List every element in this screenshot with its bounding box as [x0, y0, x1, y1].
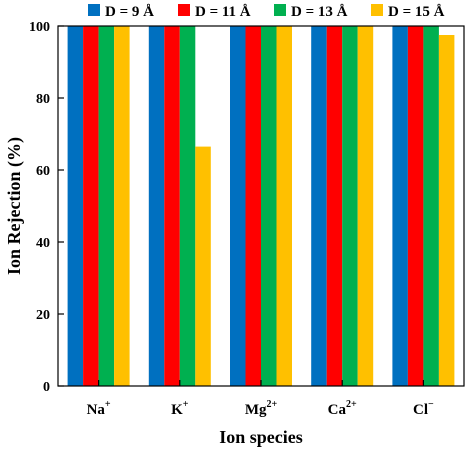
- x-axis-label: Ion species: [219, 427, 303, 447]
- bar-5-series-2: [407, 26, 424, 386]
- legend-label-1: D = 9 Å: [105, 4, 154, 20]
- x-tick-label-base: K: [171, 402, 183, 418]
- x-tick-label-sup: +: [105, 399, 111, 410]
- y-tick-label-40: 40: [36, 236, 50, 251]
- y-tick-label-20: 20: [36, 308, 50, 323]
- legend: D = 9 Å D = 11 Å D = 13 Å D = 15 Å: [88, 4, 445, 20]
- x-tick-label-base: Ca: [328, 402, 347, 418]
- y-tick-label-100: 100: [29, 20, 50, 35]
- bar-2-series-2: [164, 26, 180, 386]
- bar-1-series-2: [83, 26, 99, 386]
- x-axis: Na+ K+ Mg2+ Ca2+ Cl−: [87, 380, 434, 418]
- bar-1-series-4: [114, 26, 130, 386]
- legend-label-4: D = 15 Å: [388, 4, 445, 20]
- legend-label-3: D = 13 Å: [291, 4, 348, 20]
- bar-2-series-4: [195, 146, 211, 386]
- legend-swatch-4: [371, 4, 383, 16]
- x-tick-label-sup: 2+: [266, 399, 277, 410]
- y-axis-label: Ion Rejection (%): [4, 137, 25, 275]
- bar-3-series-3: [261, 26, 277, 386]
- legend-swatch-3: [274, 4, 286, 16]
- bar-4-series-4: [357, 26, 374, 386]
- y-tick-label-60: 60: [36, 164, 50, 179]
- bar-4-series-3: [342, 26, 358, 386]
- bar-5-series-4: [438, 35, 455, 386]
- bar-2-series-3: [179, 26, 196, 386]
- y-tick-label-0: 0: [43, 380, 50, 395]
- legend-label-2: D = 11 Å: [195, 4, 251, 20]
- x-tick-label-2: K+: [171, 399, 189, 418]
- bar-2-series-1: [148, 26, 165, 386]
- x-tick-label-base: Cl: [413, 402, 428, 418]
- bar-4-series-2: [326, 26, 343, 386]
- y-axis: 0 20 40 60 80 100: [29, 20, 64, 395]
- legend-swatch-2: [178, 4, 190, 16]
- x-tick-label-base: Mg: [245, 402, 267, 418]
- bar-3-series-2: [245, 26, 261, 386]
- x-tick-label-sup: −: [428, 399, 434, 410]
- y-tick-label-80: 80: [36, 92, 50, 107]
- bar-3-series-1: [230, 26, 246, 386]
- bar-4-series-1: [311, 26, 327, 386]
- x-tick-label-base: Na: [87, 402, 106, 418]
- x-tick-label-5: Cl−: [413, 399, 434, 418]
- bar-5-series-1: [392, 26, 408, 386]
- x-tick-label-sup: 2+: [346, 399, 357, 410]
- x-tick-label-sup: +: [183, 399, 189, 410]
- bar-5-series-3: [423, 26, 439, 386]
- bar-3-series-4: [276, 26, 292, 386]
- bar-1-series-3: [98, 26, 115, 386]
- bar-1-series-1: [67, 26, 84, 386]
- legend-swatch-1: [88, 4, 100, 16]
- x-tick-label-1: Na+: [87, 399, 111, 418]
- x-tick-label-3: Mg2+: [245, 399, 278, 418]
- x-tick-label-4: Ca2+: [328, 399, 357, 418]
- bars: [67, 26, 455, 386]
